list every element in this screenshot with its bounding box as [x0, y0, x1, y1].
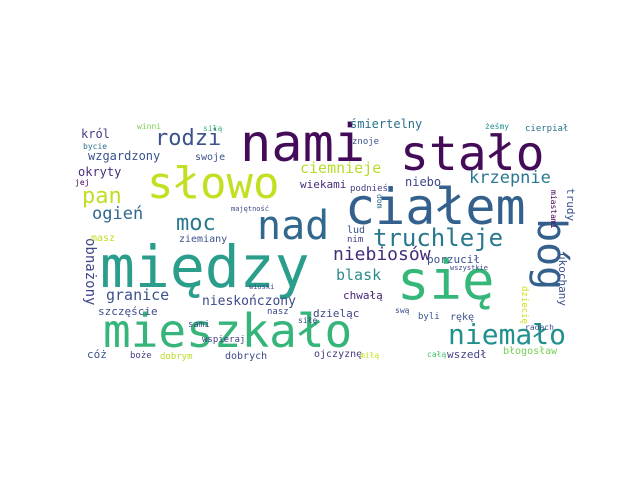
word-niebo: niebo — [405, 175, 442, 189]
word-cialem: ciałem — [345, 178, 526, 236]
word-wszedl: wszedł — [447, 348, 487, 361]
word-slowo: słowo — [147, 158, 280, 209]
word-coz: cóż — [87, 348, 107, 361]
word-moc: moc — [176, 211, 216, 236]
word-chwala: chwałą — [343, 289, 383, 302]
word-krzepnie: krzepnie — [469, 168, 551, 188]
word-szczescie: szczęście — [98, 305, 158, 318]
word-sie: się — [397, 249, 495, 312]
word-wiekami: wiekami — [300, 178, 347, 191]
word-wspieraj: wspieraj — [202, 335, 246, 345]
word-wszystkie: wszystkie — [450, 264, 488, 272]
word-wzgardzony: wzgardzony — [88, 149, 161, 163]
word-swoje: swoje — [195, 152, 226, 163]
word-radach: radach — [525, 323, 554, 332]
word-blask: blask — [336, 266, 382, 284]
word-ukochany: ukochany — [556, 253, 569, 306]
word-pan: pan — [82, 184, 122, 209]
word-cierpial: cierpiał — [525, 124, 569, 134]
word-wioski: wioski — [249, 283, 275, 291]
word-masz: masz — [91, 233, 116, 244]
word-sile: siłę — [298, 316, 318, 325]
word-jej: jej — [75, 178, 90, 187]
word-boze: boże — [130, 351, 152, 361]
word-bycie: bycie — [83, 142, 108, 151]
word-blogoslaw: błogosław — [503, 346, 558, 357]
word-obnazony: obnażony — [82, 238, 98, 306]
word-miedzy: między — [100, 233, 310, 301]
word-dobrym: dobrym — [160, 352, 193, 362]
word-byli: byli — [418, 312, 440, 322]
word-dzielac: dzieląc — [313, 307, 360, 320]
word-okryty: okryty — [78, 165, 122, 179]
word-dziecie: dziecię — [519, 286, 529, 324]
word-trudy: trudy — [564, 188, 575, 222]
word-ogien: ogień — [92, 204, 144, 224]
word-winni: winni — [137, 122, 162, 131]
word-nieskonczony: nieskończony — [202, 294, 296, 309]
word-nasz: nasz — [267, 307, 289, 317]
word-podnies: podnieś — [350, 184, 388, 194]
word-ojczyzne: ojczyznę — [314, 349, 363, 360]
word-niebiosow: niebiosów — [333, 244, 431, 265]
word-majetnosc: majętność — [231, 205, 269, 213]
word-mieszkalo: mieszkało — [103, 304, 353, 358]
word-stalo: stało — [400, 126, 545, 182]
word-dom: dom — [375, 194, 384, 209]
word-granice: granice — [106, 286, 170, 304]
word-krol: król — [81, 127, 110, 141]
word-sami: sami — [188, 320, 210, 330]
word-dobrych: dobrych — [225, 351, 268, 362]
word-nami: nami — [240, 118, 366, 174]
word-ziemiany: ziemiany — [179, 234, 228, 245]
word-truchleje: truchleje — [373, 224, 504, 252]
word-rodzi: rodzi — [155, 126, 222, 151]
word-ciemnieje: ciemnieje — [300, 159, 382, 177]
word-swa: swą — [395, 306, 410, 315]
word-lud: lud — [347, 225, 366, 236]
word-zeschmy: żeśmy — [485, 122, 510, 131]
word-smiertelny: śmiertelny — [350, 118, 423, 131]
word-cloud: między mieszkało nami stało słowo ciałem… — [75, 118, 575, 368]
word-mila: miłą — [360, 351, 380, 360]
word-nad: nad — [257, 203, 330, 249]
word-nim: nim — [347, 235, 364, 245]
word-reke: rękę — [450, 312, 475, 323]
word-sila: siłą — [203, 124, 223, 133]
word-porzucil: porzucił — [427, 253, 480, 266]
word-niemalo: niemało — [448, 318, 567, 351]
word-cala: całą — [427, 350, 447, 359]
word-znoje: znoje — [352, 137, 380, 147]
word-miastami: miastami — [549, 190, 558, 229]
